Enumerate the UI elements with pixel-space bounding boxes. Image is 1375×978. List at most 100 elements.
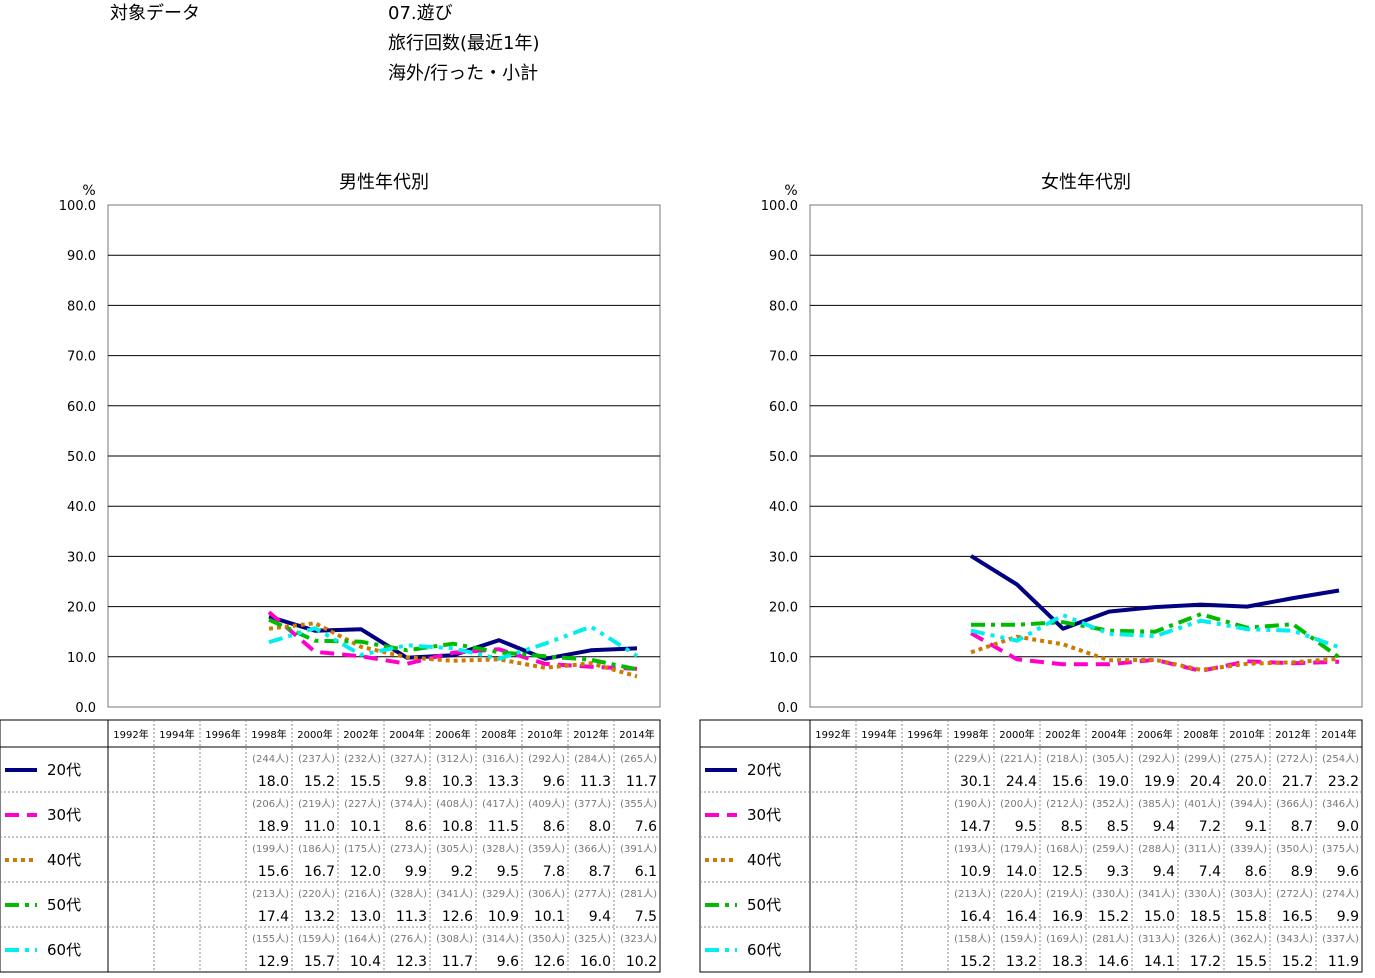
table-value-female: 14.6 (1098, 954, 1129, 970)
table-count-female: (311人) (1184, 843, 1221, 855)
header-line-1: 07.遊び (388, 3, 453, 24)
table-count-female: (346人) (1322, 798, 1359, 810)
table-value-male: 11.7 (626, 774, 657, 790)
table-value-female: 15.6 (1052, 774, 1083, 790)
table-value-male: 15.5 (350, 774, 381, 790)
table-count-female: (305人) (1092, 753, 1129, 765)
legend-label-female-20s: 20代 (747, 761, 781, 779)
table-value-male: 9.9 (405, 864, 427, 880)
table-count-male: (276人) (390, 933, 427, 945)
table-count-male: (265人) (620, 753, 657, 765)
series-line-female-60s (970, 613, 1340, 650)
table-value-male: 9.4 (589, 909, 611, 925)
table-count-male: (314人) (482, 933, 519, 945)
table-count-female: (274人) (1322, 888, 1359, 900)
table-value-female: 7.2 (1199, 819, 1221, 835)
table-value-female: 14.0 (1006, 864, 1037, 880)
table-count-male: (328人) (390, 888, 427, 900)
y-tick-label-female: 20.0 (769, 601, 798, 616)
y-unit-label-male: % (82, 183, 95, 199)
table-count-male: (216人) (344, 888, 381, 900)
table-count-female: (219人) (1046, 888, 1083, 900)
table-count-male: (366人) (574, 843, 611, 855)
table-value-female: 8.5 (1107, 819, 1129, 835)
table-value-female: 15.2 (1098, 909, 1129, 925)
table-count-female: (212人) (1046, 798, 1083, 810)
table-count-male: (277人) (574, 888, 611, 900)
table-count-female: (341人) (1138, 888, 1175, 900)
table-value-male: 10.8 (442, 819, 473, 835)
table-value-male: 15.7 (304, 954, 335, 970)
table-value-male: 15.2 (304, 774, 335, 790)
y-tick-label-male: 90.0 (67, 249, 96, 264)
table-value-male: 8.6 (543, 819, 565, 835)
table-count-male: (377人) (574, 798, 611, 810)
x-tick-label-female: 1992年 (815, 728, 850, 741)
table-count-male: (328人) (482, 843, 519, 855)
table-value-female: 23.2 (1328, 774, 1359, 790)
table-value-female: 9.5 (1015, 819, 1037, 835)
chart-title-female: 女性年代別 (1041, 172, 1131, 193)
table-value-female: 9.0 (1337, 819, 1359, 835)
x-tick-label-male: 1998年 (251, 728, 286, 741)
x-tick-label-female: 2004年 (1091, 728, 1126, 741)
table-value-male: 12.6 (442, 909, 473, 925)
table-value-female: 15.0 (1144, 909, 1175, 925)
table-count-female: (193人) (954, 843, 991, 855)
header-label: 対象データ (110, 3, 200, 24)
table-value-female: 19.9 (1144, 774, 1175, 790)
table-value-male: 13.0 (350, 909, 381, 925)
table-count-male: (417人) (482, 798, 519, 810)
y-tick-label-female: 80.0 (769, 299, 798, 314)
table-count-male: (227人) (344, 798, 381, 810)
x-tick-label-male: 2012年 (573, 728, 608, 741)
table-count-female: (158人) (954, 933, 991, 945)
x-tick-label-male: 2006年 (435, 728, 470, 741)
table-value-female: 14.1 (1144, 954, 1175, 970)
table-value-male: 8.0 (589, 819, 611, 835)
table-count-male: (175人) (344, 843, 381, 855)
table-count-female: (292人) (1138, 753, 1175, 765)
legend-label-female-50s: 50代 (747, 896, 781, 914)
legend-label-female-30s: 30代 (747, 806, 781, 824)
table-value-male: 9.6 (497, 954, 519, 970)
table-count-female: (385人) (1138, 798, 1175, 810)
table-value-male: 12.0 (350, 864, 381, 880)
table-count-male: (244人) (252, 753, 289, 765)
table-count-male: (273人) (390, 843, 427, 855)
legend-label-male-60s: 60代 (47, 941, 81, 959)
x-tick-label-female: 2000年 (999, 728, 1034, 741)
table-count-male: (327人) (390, 753, 427, 765)
table-count-female: (168人) (1046, 843, 1083, 855)
header-line-2: 旅行回数(最近1年) (388, 33, 540, 54)
table-value-male: 11.5 (488, 819, 519, 835)
table-value-female: 8.9 (1291, 864, 1313, 880)
y-tick-label-female: 0.0 (777, 701, 798, 716)
table-count-male: (323人) (620, 933, 657, 945)
table-value-male: 11.3 (580, 774, 611, 790)
x-tick-label-female: 1996年 (907, 728, 942, 741)
table-value-female: 11.9 (1328, 954, 1359, 970)
table-count-male: (159人) (298, 933, 335, 945)
table-count-male: (359人) (528, 843, 565, 855)
table-value-male: 8.7 (589, 864, 611, 880)
x-tick-label-female: 2002年 (1045, 728, 1080, 741)
table-value-male: 11.7 (442, 954, 473, 970)
x-tick-label-male: 2010年 (527, 728, 562, 741)
table-count-female: (401人) (1184, 798, 1221, 810)
y-tick-label-female: 30.0 (769, 550, 798, 565)
table-value-male: 9.5 (497, 864, 519, 880)
y-tick-label-female: 10.0 (769, 651, 798, 666)
table-value-female: 20.4 (1190, 774, 1221, 790)
table-value-female: 16.4 (960, 909, 991, 925)
y-tick-label-male: 50.0 (67, 450, 96, 465)
series-line-male-60s (268, 624, 639, 661)
table-count-female: (190人) (954, 798, 991, 810)
x-tick-label-male: 2014年 (619, 728, 654, 741)
table-value-female: 9.6 (1337, 864, 1359, 880)
table-value-female: 14.7 (960, 819, 991, 835)
table-value-female: 15.2 (960, 954, 991, 970)
table-value-female: 16.5 (1282, 909, 1313, 925)
table-count-female: (254人) (1322, 753, 1359, 765)
table-count-female: (303人) (1230, 888, 1267, 900)
